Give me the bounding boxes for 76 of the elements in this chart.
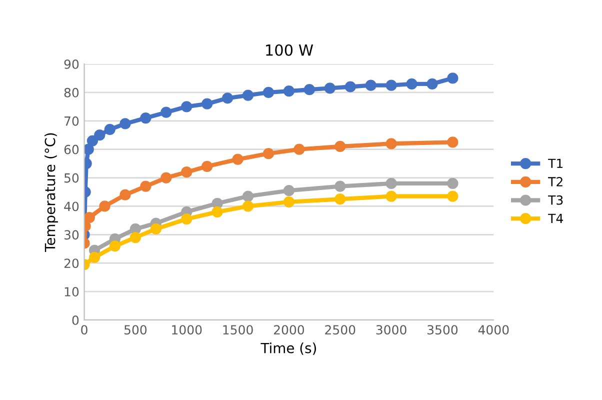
point — [334, 194, 346, 205]
point — [242, 90, 254, 101]
point — [283, 185, 295, 196]
point — [242, 200, 254, 212]
y-tick-label: 60 — [64, 144, 79, 154]
x-tick-label: 1500 — [223, 325, 253, 335]
legend-label: T4 — [548, 214, 563, 223]
y-axis-title: Temperature (°C) — [44, 133, 58, 252]
legend-label: T3 — [548, 195, 563, 205]
point — [334, 180, 346, 192]
x-tick-label: 2500 — [325, 325, 356, 335]
point — [232, 154, 244, 165]
point — [365, 80, 376, 91]
point — [160, 172, 172, 184]
point — [406, 78, 418, 90]
point — [202, 160, 213, 172]
point — [283, 196, 295, 208]
point — [160, 106, 172, 118]
point — [84, 212, 95, 224]
y-tick-label: 40 — [64, 202, 79, 212]
point — [334, 140, 346, 152]
point — [86, 135, 98, 146]
y-tick-label: 20 — [64, 258, 79, 268]
point — [181, 213, 192, 225]
y-tick-label: 50 — [64, 173, 79, 183]
point — [120, 189, 131, 200]
point — [447, 190, 458, 202]
point — [447, 72, 458, 84]
x-axis-title: Time (s) — [260, 342, 316, 355]
point — [181, 101, 192, 112]
legend-label: T2 — [548, 177, 562, 186]
y-tick-label: 70 — [64, 116, 79, 126]
point — [386, 80, 397, 91]
x-tick-label: 3500 — [428, 325, 458, 335]
point — [304, 84, 315, 96]
y-tick-label: 90 — [64, 59, 79, 69]
point — [140, 180, 152, 192]
x-tick-label: 500 — [124, 325, 147, 335]
point — [84, 144, 94, 155]
point — [120, 118, 131, 130]
point — [283, 85, 295, 97]
point — [222, 92, 234, 104]
point — [140, 112, 152, 124]
point — [386, 190, 397, 202]
y-tick-label: 10 — [64, 287, 79, 296]
x-tick-label: 0 — [81, 325, 88, 335]
legend-label: T1 — [548, 158, 563, 168]
x-tick-label: 1000 — [172, 325, 202, 335]
y-tick-label: 30 — [64, 230, 79, 240]
point — [344, 81, 356, 92]
y-tick-label: 0 — [72, 315, 79, 325]
point — [99, 200, 110, 212]
point — [109, 240, 121, 252]
point — [386, 138, 397, 150]
point — [202, 98, 213, 110]
point — [262, 148, 274, 160]
point — [447, 178, 458, 190]
point — [324, 82, 336, 94]
point — [447, 136, 458, 148]
chart-title: 100 W — [266, 44, 314, 56]
point — [94, 130, 106, 141]
y-tick-label: 80 — [64, 88, 79, 98]
x-tick-label: 3000 — [376, 325, 406, 335]
point — [130, 232, 142, 244]
point — [386, 178, 397, 190]
x-tick-label: 2000 — [274, 325, 304, 335]
x-tick-label: 4000 — [478, 325, 509, 335]
point — [104, 124, 116, 135]
point — [294, 144, 305, 155]
point — [212, 206, 223, 218]
point — [150, 223, 162, 235]
point — [88, 252, 100, 263]
point — [262, 86, 274, 98]
point — [181, 166, 192, 178]
point — [242, 190, 254, 202]
point — [426, 78, 438, 90]
